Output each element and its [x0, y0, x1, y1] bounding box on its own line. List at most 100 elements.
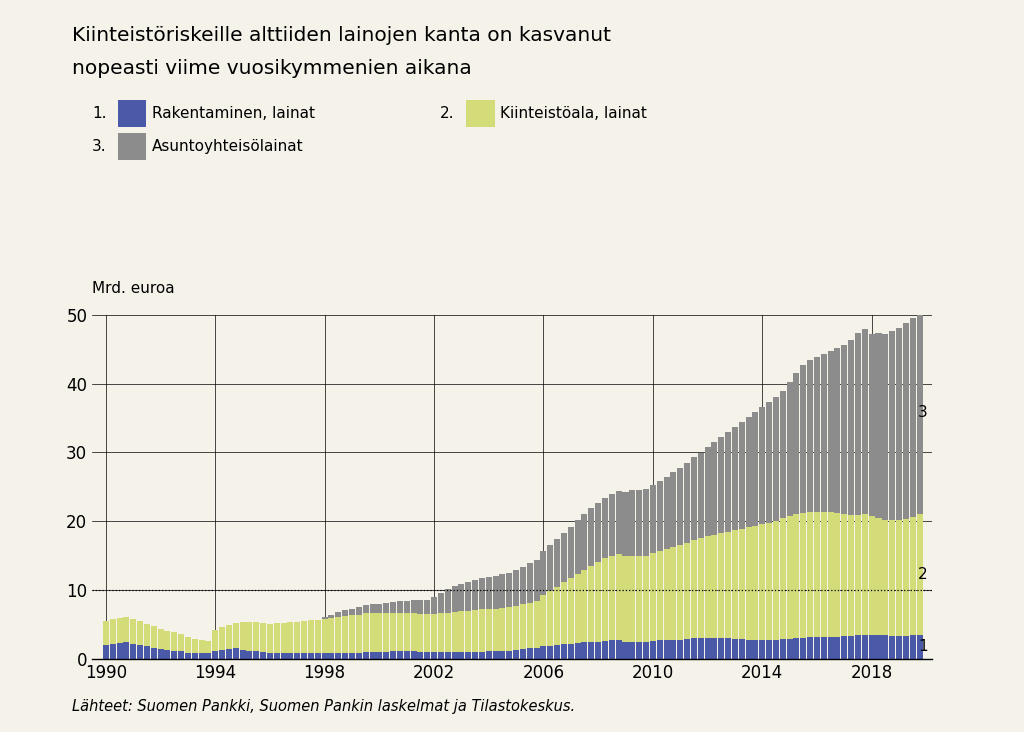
Bar [786, 516, 793, 639]
Text: 2.: 2. [440, 106, 455, 121]
Bar [554, 539, 560, 586]
Bar [383, 613, 389, 652]
Bar [855, 332, 861, 515]
Bar [452, 652, 458, 659]
Bar [500, 651, 506, 659]
Bar [595, 641, 601, 659]
Bar [656, 640, 663, 659]
Bar [520, 605, 526, 649]
Bar [377, 604, 382, 613]
Bar [479, 578, 485, 609]
Bar [807, 512, 813, 638]
Bar [431, 614, 437, 652]
Bar [650, 641, 655, 659]
Bar [636, 490, 642, 556]
Bar [329, 615, 335, 619]
Bar [656, 550, 663, 640]
Text: Rakentaminen, lainat: Rakentaminen, lainat [152, 106, 314, 121]
Bar [835, 513, 841, 637]
Bar [691, 458, 697, 539]
Bar [794, 373, 800, 515]
Bar [759, 524, 765, 640]
Bar [526, 603, 532, 649]
Bar [916, 515, 923, 635]
Bar [876, 635, 882, 659]
Bar [759, 407, 765, 524]
Bar [903, 323, 909, 519]
Bar [615, 554, 622, 640]
Bar [643, 556, 649, 641]
Bar [171, 651, 177, 659]
Bar [883, 334, 889, 520]
Bar [362, 652, 369, 659]
Bar [848, 340, 854, 515]
Bar [896, 520, 902, 636]
Bar [671, 547, 677, 640]
Bar [896, 636, 902, 659]
Bar [732, 639, 738, 659]
Bar [868, 334, 874, 516]
Bar [418, 652, 423, 659]
Bar [623, 641, 629, 659]
Bar [479, 609, 485, 652]
Bar [582, 515, 588, 570]
Bar [848, 636, 854, 659]
Bar [547, 545, 553, 591]
Bar [738, 422, 744, 529]
Bar [273, 623, 280, 653]
Bar [102, 621, 109, 645]
Bar [362, 605, 369, 613]
Bar [226, 625, 231, 649]
Bar [526, 649, 532, 659]
Bar [691, 539, 697, 638]
Bar [779, 639, 785, 659]
Bar [472, 610, 478, 652]
Bar [718, 638, 724, 659]
Bar [753, 640, 759, 659]
Bar [909, 517, 915, 635]
Bar [191, 653, 198, 659]
Bar [465, 652, 471, 659]
Bar [732, 427, 738, 530]
Bar [725, 531, 731, 638]
Bar [171, 632, 177, 651]
Bar [185, 638, 190, 653]
Bar [390, 651, 396, 659]
Bar [807, 638, 813, 659]
Bar [465, 610, 471, 652]
Bar [349, 608, 355, 616]
Bar [909, 318, 915, 517]
Bar [574, 643, 581, 659]
Bar [561, 533, 567, 583]
Bar [165, 630, 170, 650]
Bar [684, 463, 690, 542]
Bar [753, 412, 759, 526]
Bar [636, 641, 642, 659]
Bar [842, 345, 847, 514]
Bar [151, 648, 157, 659]
Bar [329, 619, 335, 653]
Bar [541, 595, 547, 646]
Bar [110, 619, 116, 643]
Bar [444, 652, 451, 659]
Bar [827, 351, 834, 512]
Bar [753, 526, 759, 640]
Bar [745, 640, 752, 659]
Bar [232, 649, 239, 659]
Bar [370, 604, 376, 613]
Bar [199, 653, 205, 659]
Bar [178, 651, 184, 659]
Bar [335, 653, 341, 659]
Bar [500, 608, 506, 651]
Bar [889, 636, 895, 659]
Bar [273, 653, 280, 659]
Bar [814, 356, 820, 512]
Bar [383, 603, 389, 613]
Bar [862, 635, 867, 659]
Bar [623, 556, 629, 641]
Bar [390, 613, 396, 651]
Bar [158, 649, 164, 659]
Bar [630, 556, 635, 641]
Bar [438, 593, 443, 613]
Bar [794, 638, 800, 659]
